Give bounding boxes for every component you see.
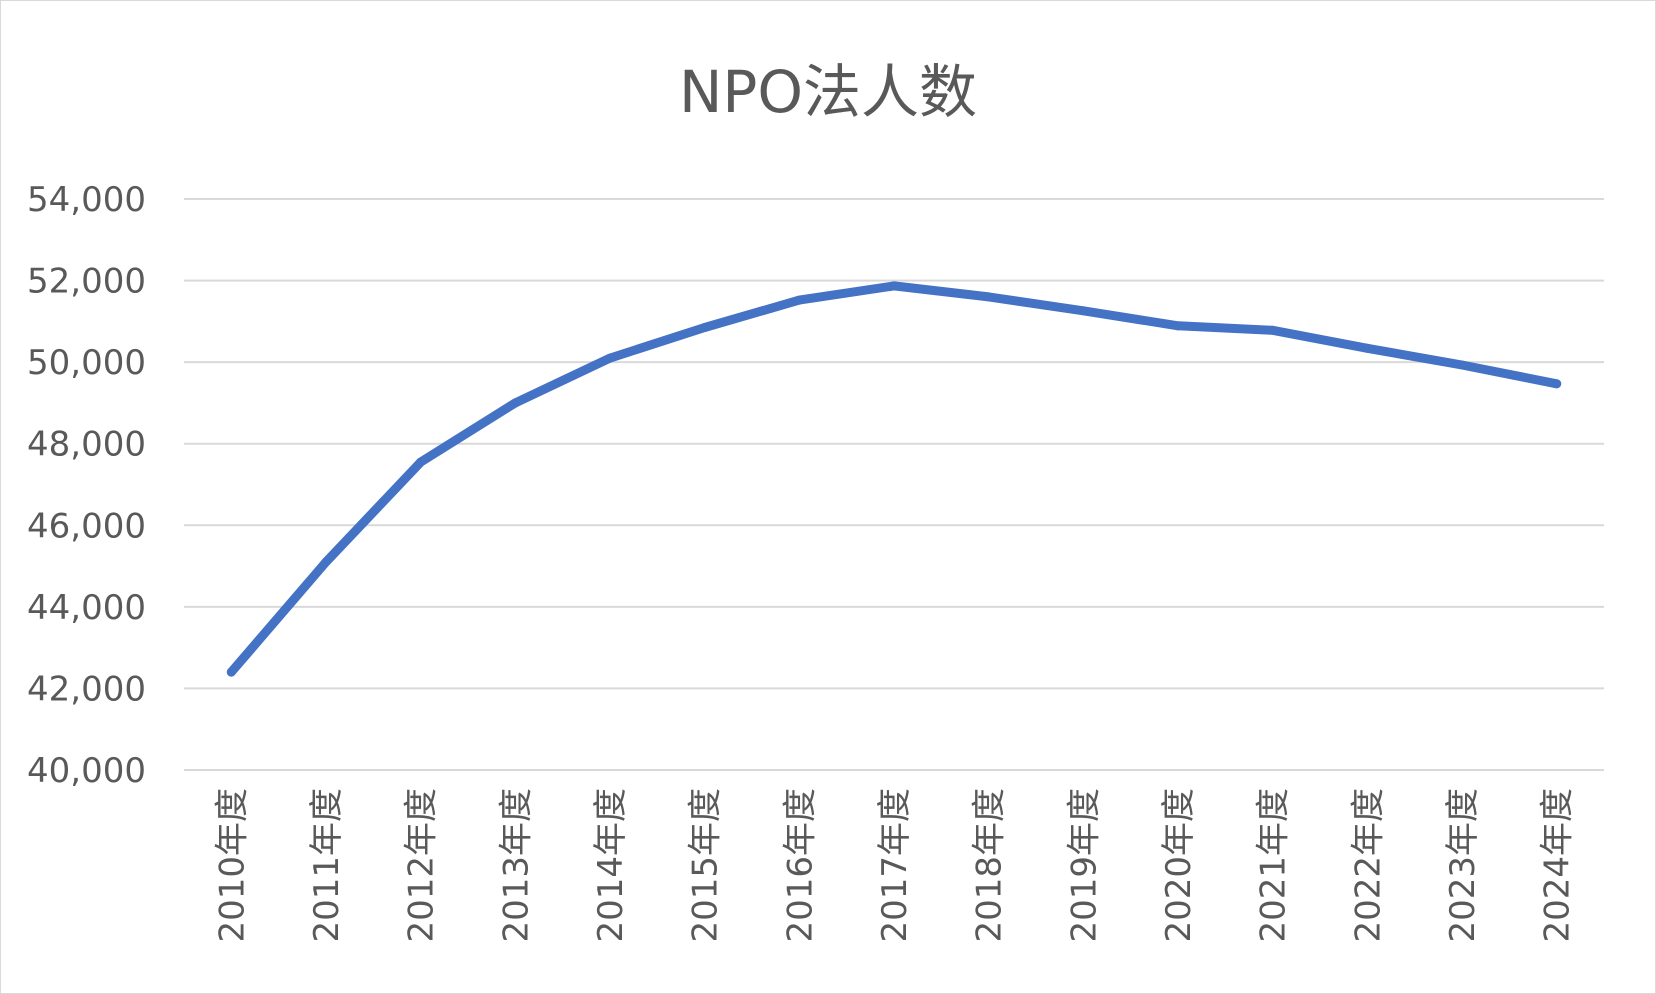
x-tick-label: 2016年度: [780, 788, 820, 943]
y-tick-label: 50,000: [27, 343, 146, 383]
data-point: [1457, 360, 1467, 370]
x-tick-label: 2011年度: [307, 788, 347, 943]
y-tick-label: 48,000: [27, 425, 146, 465]
data-point: [889, 281, 899, 291]
data-point: [1078, 306, 1088, 316]
x-tick-label: 2019年度: [1064, 788, 1104, 943]
data-point: [321, 557, 331, 567]
series-line: [226, 281, 1562, 677]
x-axis-tick-labels: 2010年度 2011年度 2012年度 2013年度 2014年度 2015年度 2016…: [212, 788, 1577, 943]
x-tick-label: 2024年度: [1538, 788, 1578, 943]
data-point: [794, 295, 804, 305]
y-tick-label: 46,000: [27, 506, 146, 546]
x-tick-label: 2013年度: [496, 788, 536, 943]
series-group: [226, 281, 1562, 677]
data-point: [700, 322, 710, 332]
x-tick-label: 2023年度: [1443, 788, 1483, 943]
x-tick-label: 2022年度: [1348, 788, 1388, 943]
x-tick-label: 2014年度: [591, 788, 631, 943]
data-point: [1552, 379, 1562, 389]
y-tick-label: 52,000: [27, 262, 146, 302]
x-tick-label: 2020年度: [1159, 788, 1199, 943]
x-tick-label: 2017年度: [875, 788, 915, 943]
x-tick-label: 2018年度: [970, 788, 1010, 943]
y-tick-label: 44,000: [27, 588, 146, 628]
data-point: [1173, 321, 1183, 331]
data-point: [984, 292, 994, 302]
data-point: [1362, 343, 1372, 353]
data-point: [226, 667, 236, 677]
x-tick-label: 2021年度: [1254, 788, 1294, 943]
y-axis-tick-labels: 40,000 42,000 44,000 46,000 48,000 50,000 52,0…: [27, 180, 146, 791]
y-tick-label: 54,000: [27, 180, 146, 220]
y-tick-label: 42,000: [27, 669, 146, 709]
x-tick-label: 2015年度: [686, 788, 726, 943]
x-tick-label: 2012年度: [402, 788, 442, 943]
gridlines: [184, 198, 1604, 771]
y-tick-label: 40,000: [27, 751, 146, 791]
x-tick-label: 2010年度: [212, 788, 252, 943]
data-point: [1268, 325, 1278, 335]
data-point: [510, 398, 520, 408]
data-point: [605, 353, 615, 363]
data-point: [416, 457, 426, 467]
chart-title: NPO法人数: [678, 58, 977, 126]
